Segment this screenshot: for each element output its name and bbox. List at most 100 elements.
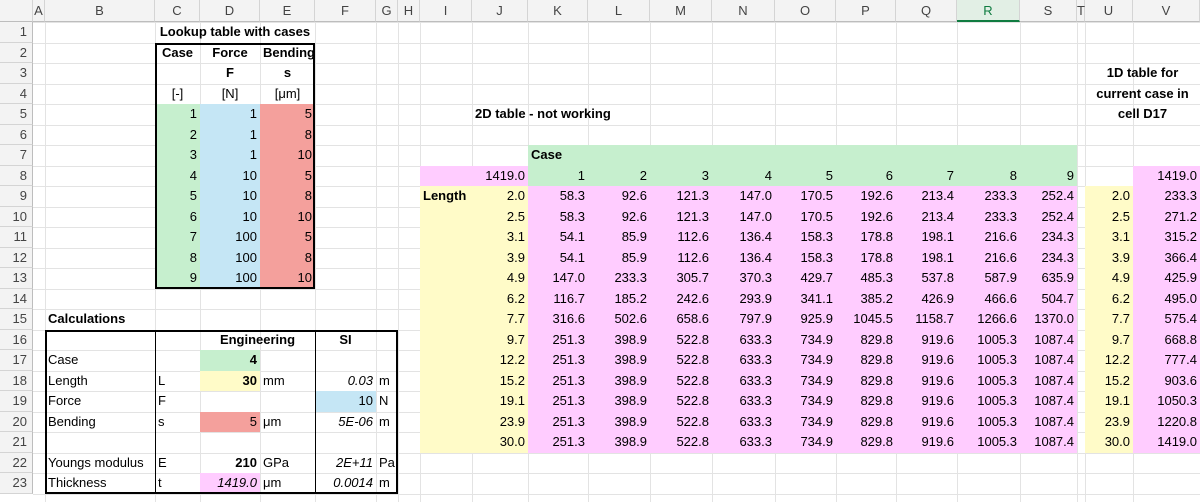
lookup-case-cell[interactable]: 4 — [189, 167, 197, 183]
column-header-v[interactable]: V — [1133, 0, 1200, 22]
header-bending-unit[interactable]: [μm] — [274, 85, 301, 101]
table1d-length-cell[interactable]: 30.0 — [1104, 434, 1130, 449]
calc-engineering-value[interactable]: 5 — [249, 413, 257, 429]
calc-symbol[interactable]: L — [158, 372, 166, 388]
row-header-19[interactable]: 19 — [0, 391, 33, 412]
table1d-length-cell[interactable]: 15.2 — [1104, 372, 1130, 388]
calc-label[interactable]: Thickness — [48, 475, 107, 490]
column-header-t[interactable]: T — [1077, 0, 1085, 22]
row-header-10[interactable]: 10 — [0, 206, 33, 227]
table2d-value-cell[interactable]: 797.9 — [739, 311, 772, 326]
calc-symbol[interactable]: t — [158, 475, 162, 490]
engineering-header[interactable]: Engineering — [219, 331, 296, 347]
row-header-8[interactable]: 8 — [0, 165, 33, 186]
lookup-bending-cell[interactable]: 8 — [304, 188, 312, 203]
calc-si-unit[interactable]: N — [379, 393, 389, 408]
calc-engineering-unit[interactable]: μm — [263, 475, 282, 490]
table2d-value-cell[interactable]: 734.9 — [800, 434, 833, 449]
si-header[interactable]: SI — [339, 331, 352, 347]
table1d-value-cell[interactable]: 425.9 — [1164, 270, 1197, 285]
calc-engineering-value[interactable]: 1419.0 — [217, 475, 257, 490]
lookup-force-cell[interactable]: 100 — [235, 229, 257, 244]
calc-engineering-unit[interactable]: GPa — [263, 454, 290, 470]
calc-engineering-unit[interactable]: μm — [263, 413, 282, 429]
column-header-o[interactable]: O — [775, 0, 836, 22]
header-bending-symbol[interactable]: s — [283, 65, 292, 80]
table2d-case-header[interactable]: 5 — [825, 167, 833, 183]
row-header-2[interactable]: 2 — [0, 42, 33, 63]
table2d-length-cell[interactable]: 2.5 — [506, 208, 525, 224]
table2d-value-cell[interactable]: 1045.5 — [853, 311, 893, 326]
column-header-l[interactable]: L — [588, 0, 650, 22]
table2d-value-cell[interactable]: 251.3 — [552, 434, 585, 449]
table1d-length-cell[interactable]: 12.2 — [1104, 352, 1130, 367]
table2d-value-cell[interactable]: 522.8 — [676, 434, 709, 449]
calc-engineering-unit[interactable]: mm — [263, 372, 285, 388]
table2d-value-cell[interactable]: 504.7 — [1041, 290, 1074, 306]
row-header-9[interactable]: 9 — [0, 186, 33, 207]
table2d-value-cell[interactable]: 633.3 — [739, 393, 772, 408]
calc-si-unit[interactable]: m — [379, 475, 390, 490]
row-header-1[interactable]: 1 — [0, 22, 33, 43]
table2d-value-cell[interactable]: 1370.0 — [1034, 311, 1074, 326]
row-header-13[interactable]: 13 — [0, 268, 33, 289]
row-header-4[interactable]: 4 — [0, 83, 33, 104]
table1d-value-cell[interactable]: 575.4 — [1164, 311, 1197, 326]
table2d-value-cell[interactable]: 1005.3 — [977, 393, 1017, 408]
column-header-p[interactable]: P — [836, 0, 896, 22]
column-header-e[interactable]: E — [260, 0, 315, 22]
calc-si-value[interactable]: 5E-06 — [338, 413, 373, 429]
table2d-value-cell[interactable]: 734.9 — [800, 413, 833, 429]
table2d-value-cell[interactable]: 919.6 — [921, 434, 954, 449]
table2d-value-cell[interactable]: 58.3 — [559, 188, 585, 203]
table2d-value-cell[interactable]: 1158.7 — [915, 311, 954, 326]
table2d-value-cell[interactable]: 635.9 — [1041, 270, 1074, 285]
table2d-value-cell[interactable]: 633.3 — [739, 434, 772, 449]
column-header-g[interactable]: G — [376, 0, 398, 22]
table2d-case-header[interactable]: 8 — [1009, 167, 1017, 183]
calc-engineering-value[interactable]: 30 — [242, 372, 257, 388]
table2d-value-cell[interactable]: 198.1 — [921, 229, 954, 244]
table1d-length-cell[interactable]: 19.1 — [1104, 393, 1130, 408]
table2d-value-cell[interactable]: 252.4 — [1041, 208, 1074, 224]
table2d-length-cell[interactable]: 4.9 — [506, 270, 525, 285]
lookup-case-cell[interactable]: 1 — [189, 106, 197, 121]
table2d-length-cell[interactable]: 2.0 — [506, 188, 525, 203]
table2d-value-cell[interactable]: 121.3 — [676, 208, 709, 224]
table1d-value-cell[interactable]: 1419.0 — [1157, 434, 1197, 449]
row-header-17[interactable]: 17 — [0, 350, 33, 371]
table1d-value-cell[interactable]: 668.8 — [1164, 331, 1197, 347]
column-header-j[interactable]: J — [472, 0, 528, 22]
lookup-case-cell[interactable]: 5 — [189, 188, 197, 203]
table1d-length-cell[interactable]: 9.7 — [1111, 331, 1130, 347]
table2d-length-label[interactable]: Length — [423, 188, 467, 203]
table2d-value-cell[interactable]: 522.8 — [676, 331, 709, 347]
row-header-14[interactable]: 14 — [0, 288, 33, 309]
calc-si-value[interactable]: 0.0014 — [333, 475, 373, 490]
table2d-value-cell[interactable]: 522.8 — [676, 352, 709, 367]
header-case[interactable]: Case — [161, 44, 194, 60]
table2d-value-cell[interactable]: 587.9 — [984, 270, 1017, 285]
lookup-case-cell[interactable]: 6 — [189, 208, 197, 224]
table2d-value-cell[interactable]: 1087.4 — [1034, 331, 1074, 347]
table2d-value-cell[interactable]: 251.3 — [552, 393, 585, 408]
header-case-unit[interactable]: [-] — [171, 85, 184, 101]
table1d-corner-value[interactable]: 1419.0 — [1157, 167, 1197, 183]
table2d-value-cell[interactable]: 1087.4 — [1034, 434, 1074, 449]
table1d-value-cell[interactable]: 315.2 — [1164, 229, 1197, 244]
row-header-11[interactable]: 11 — [0, 227, 33, 248]
table2d-value-cell[interactable]: 178.8 — [860, 249, 893, 265]
column-header-k[interactable]: K — [528, 0, 588, 22]
table2d-value-cell[interactable]: 233.3 — [984, 208, 1017, 224]
table2d-value-cell[interactable]: 398.9 — [614, 352, 647, 367]
table2d-case-header[interactable]: 4 — [764, 167, 772, 183]
lookup-bending-cell[interactable]: 8 — [304, 126, 312, 142]
table2d-value-cell[interactable]: 233.3 — [984, 188, 1017, 203]
table2d-value-cell[interactable]: 112.6 — [677, 229, 709, 244]
table2d-value-cell[interactable]: 522.8 — [676, 372, 709, 388]
calc-engineering-value[interactable]: 210 — [235, 454, 257, 470]
table1d-length-cell[interactable]: 2.0 — [1111, 188, 1130, 203]
table2d-value-cell[interactable]: 234.3 — [1041, 249, 1074, 265]
table2d-value-cell[interactable]: 178.8 — [860, 229, 893, 244]
table1d-value-cell[interactable]: 1220.8 — [1157, 413, 1197, 429]
